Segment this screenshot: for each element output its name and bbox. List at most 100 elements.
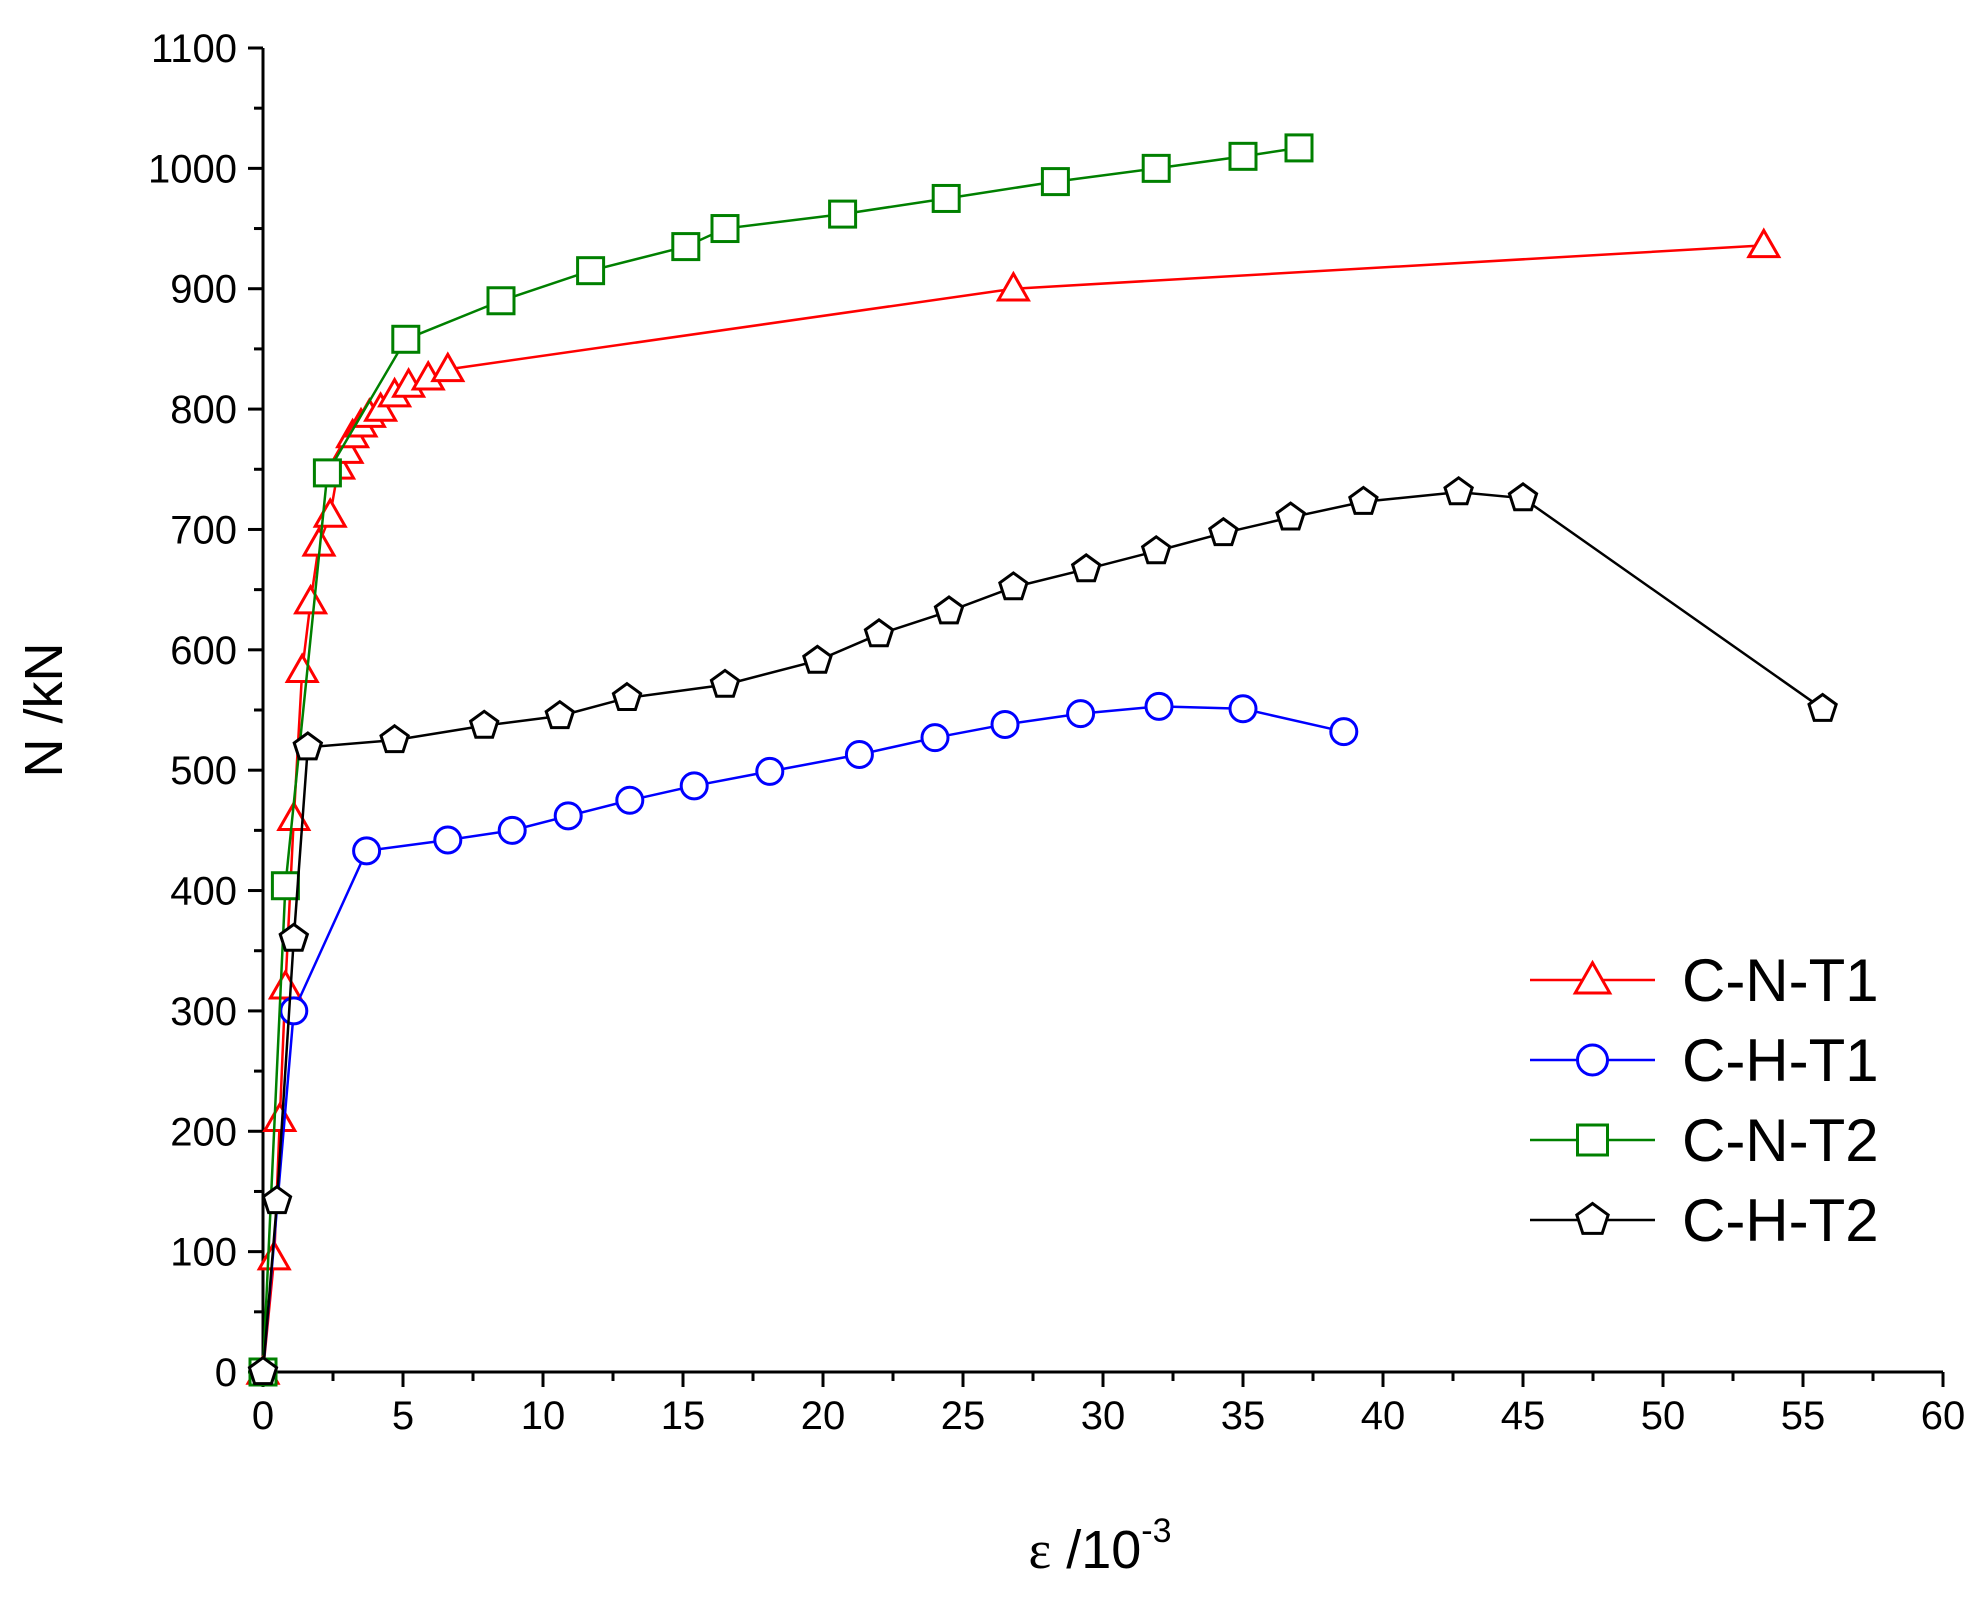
- data-point-C-H-T1: [920, 723, 950, 753]
- y-tick-label: 900: [170, 268, 237, 312]
- data-point-C-N-T2: [576, 256, 606, 286]
- x-tick-label: 0: [252, 1394, 274, 1438]
- y-tick-label: 600: [170, 629, 237, 673]
- data-point-C-H-T2: [863, 618, 895, 648]
- data-point-C-H-T2: [1070, 553, 1102, 583]
- data-point-C-N-T2: [671, 232, 701, 262]
- data-point-C-H-T2: [278, 922, 310, 952]
- data-point-C-N-T2: [931, 183, 961, 213]
- data-point-C-N-T1: [267, 968, 303, 1000]
- legend: C-N-T1 C-H-T1 C-N-T2 C-H-T2: [1530, 947, 1879, 1254]
- y-tick-label: 100: [170, 1231, 237, 1275]
- y-tick-label: 200: [170, 1110, 237, 1154]
- data-point-C-N-T2: [486, 286, 516, 316]
- data-point-C-H-T1: [1144, 691, 1174, 721]
- data-point-C-N-T1: [1746, 227, 1782, 259]
- y-tick-label: 400: [170, 870, 237, 914]
- data-point-C-N-T2: [391, 324, 421, 354]
- data-point-C-H-T2: [933, 595, 965, 625]
- data-point-C-H-T1: [990, 709, 1020, 739]
- data-point-C-N-T1: [293, 583, 329, 615]
- data-point-C-H-T1: [279, 996, 309, 1026]
- plot-axes: [261, 48, 1943, 1374]
- legend-label: C-H-T2: [1682, 1187, 1879, 1254]
- x-tick-label: 5: [392, 1394, 414, 1438]
- data-point-C-H-T2: [802, 644, 833, 674]
- data-point-C-N-T2: [1284, 133, 1314, 163]
- data-point-C-H-T2: [998, 571, 1029, 601]
- x-tick-label: 45: [1501, 1394, 1546, 1438]
- data-point-C-N-T2: [1141, 153, 1171, 183]
- data-point-C-H-T2: [292, 731, 324, 761]
- data-point-C-N-T2: [1228, 141, 1258, 171]
- data-point-C-N-T1: [284, 652, 320, 683]
- data-point-C-H-T1: [433, 825, 463, 855]
- data-point-C-N-T1: [430, 351, 466, 383]
- y-tick-label: 800: [170, 388, 237, 432]
- data-point-C-H-T1: [553, 801, 583, 831]
- data-point-C-H-T1: [844, 740, 874, 770]
- data-point-C-N-T1: [262, 1101, 298, 1132]
- series-line-C-H-T2: [261, 490, 1824, 1373]
- x-tick-label: 50: [1641, 1394, 1686, 1438]
- data-point-C-H-T2: [468, 709, 500, 739]
- y-tick-label: 700: [170, 508, 237, 552]
- data-point-C-H-T2: [1807, 692, 1838, 722]
- x-axis-title: ε /10-3: [1029, 1512, 1172, 1580]
- data-point-C-H-T2: [709, 668, 741, 698]
- data-point-C-H-T2: [544, 699, 576, 730]
- y-tick-label: 1000: [148, 147, 237, 191]
- legend-marker-C-N-T2: [1576, 1123, 1609, 1157]
- legend-label: C-H-T1: [1682, 1027, 1879, 1094]
- series-line-C-H-T1: [261, 705, 1345, 1373]
- data-point-C-N-T2: [312, 458, 342, 488]
- series-line-C-N-T2: [261, 146, 1300, 1373]
- data-point-C-N-T2: [270, 871, 300, 901]
- tick-labels: 0 5 10 15 20 25 30 35 40 45 50 55 600100200300400500…: [148, 27, 1965, 1438]
- data-point-C-H-T2: [1443, 475, 1474, 506]
- data-point-C-H-T1: [1329, 717, 1359, 747]
- data-point-C-H-T1: [352, 836, 382, 866]
- y-tick-label: 300: [170, 990, 237, 1034]
- x-tick-label: 20: [801, 1394, 846, 1438]
- data-point-C-H-T2: [1208, 516, 1239, 547]
- data-point-C-N-T1: [312, 497, 348, 528]
- y-tick-label: 0: [215, 1351, 237, 1395]
- data-point-C-H-T2: [1507, 482, 1539, 512]
- data-point-C-H-T2: [1348, 485, 1379, 515]
- x-axis-title-text: /10: [1051, 1520, 1141, 1580]
- data-point-C-H-T1: [755, 756, 785, 786]
- x-tick-label: 10: [521, 1394, 566, 1438]
- data-point-C-H-T1: [497, 815, 527, 845]
- x-tick-label: 35: [1221, 1394, 1266, 1438]
- data-point-C-H-T2: [261, 1184, 293, 1215]
- x-tick-label: 60: [1921, 1394, 1966, 1438]
- data-point-C-N-T2: [1040, 167, 1070, 197]
- data-point-C-N-T2: [710, 214, 740, 244]
- plot-series: [245, 133, 1838, 1387]
- data-point-C-N-T2: [828, 199, 858, 229]
- legend-marker-C-N-T1: [1572, 959, 1613, 995]
- data-point-C-H-T2: [1275, 501, 1306, 531]
- x-axis-title-symbol: ε: [1029, 1520, 1052, 1580]
- data-point-C-H-T2: [1140, 534, 1172, 565]
- legend-label: C-N-T1: [1682, 947, 1879, 1014]
- x-tick-label: 30: [1081, 1394, 1126, 1438]
- data-point-C-H-T1: [679, 771, 709, 801]
- data-point-C-N-T1: [329, 433, 365, 464]
- legend-marker-C-H-T1: [1576, 1043, 1609, 1077]
- y-tick-label: 500: [170, 749, 237, 793]
- series-line-C-N-T1: [261, 244, 1764, 1373]
- data-point-C-H-T2: [611, 681, 643, 712]
- data-point-C-H-T2: [379, 723, 410, 754]
- data-point-C-N-T1: [256, 1239, 292, 1271]
- legend-label: C-N-T2: [1682, 1107, 1879, 1174]
- x-axis-title-exponent: -3: [1141, 1512, 1171, 1550]
- data-point-C-H-T2: [247, 1355, 279, 1386]
- data-point-C-H-T1: [615, 785, 645, 815]
- x-tick-label: 55: [1781, 1394, 1826, 1438]
- y-axis-title: N /kN: [14, 643, 74, 778]
- y-tick-label: 1100: [151, 27, 237, 71]
- data-point-C-H-T1: [1228, 694, 1258, 724]
